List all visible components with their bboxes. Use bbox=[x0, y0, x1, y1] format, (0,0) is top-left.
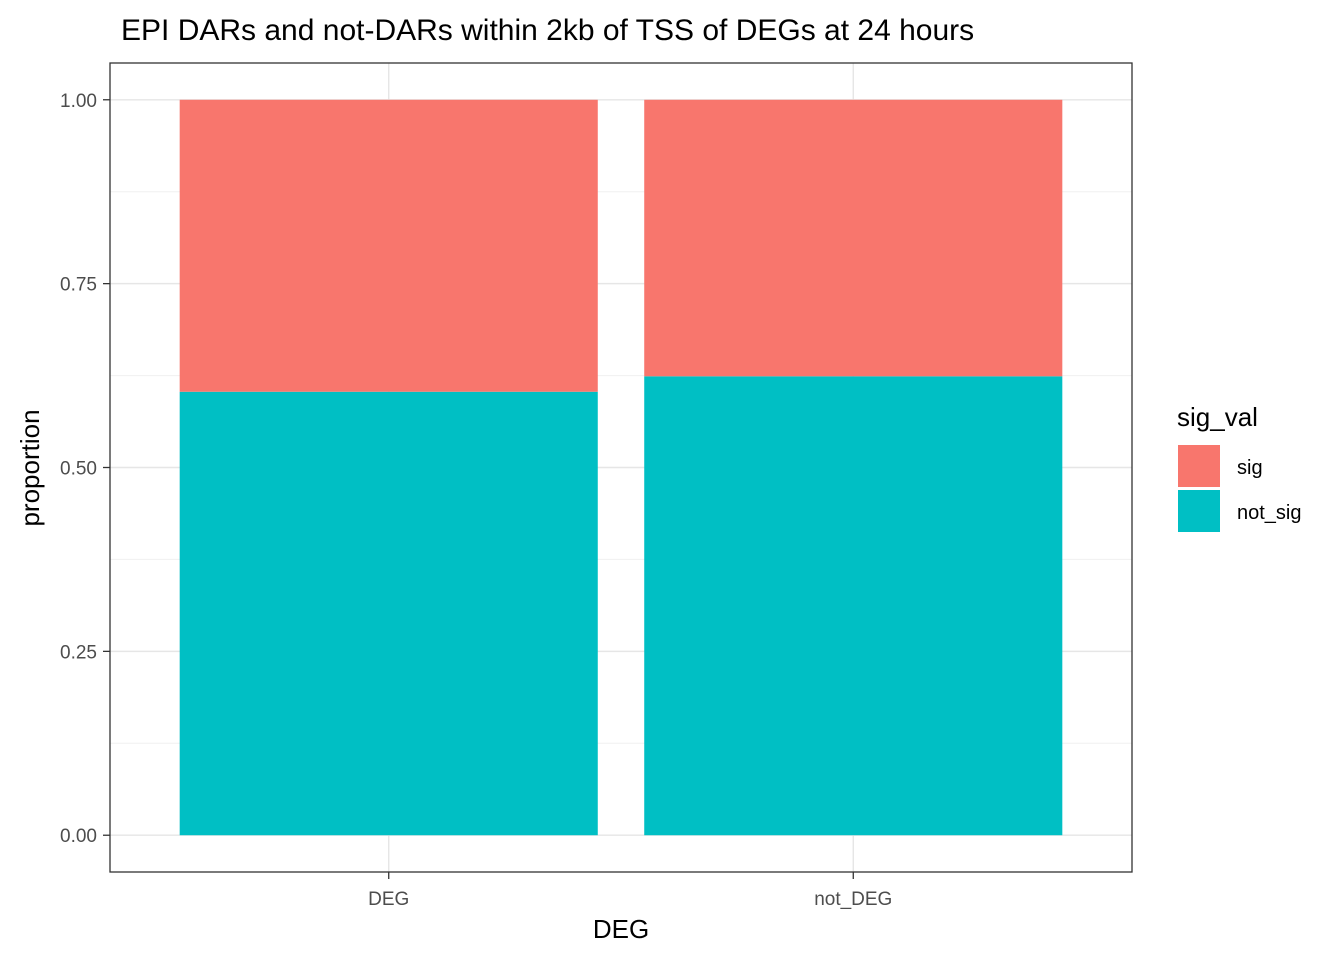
legend: sig_val sig not_sig bbox=[1177, 402, 1302, 532]
legend-title: sig_val bbox=[1177, 402, 1258, 432]
y-axis-title: proportion bbox=[15, 409, 45, 526]
x-axis: DEG not_DEG bbox=[368, 872, 892, 910]
x-tick-label: not_DEG bbox=[814, 889, 892, 910]
bar-sig-DEG bbox=[179, 99, 598, 392]
y-tick-label: 0.00 bbox=[60, 826, 97, 847]
legend-key-sig bbox=[1178, 445, 1220, 487]
y-tick-label: 1.00 bbox=[60, 91, 97, 112]
legend-label-not_sig: not_sig bbox=[1237, 502, 1302, 524]
x-axis-title: DEG bbox=[593, 914, 649, 944]
bar-not_sig-not_DEG bbox=[644, 376, 1063, 836]
y-axis: 0.00 0.25 0.50 0.75 1.00 bbox=[60, 91, 110, 847]
bar-not_sig-DEG bbox=[179, 391, 598, 836]
bars bbox=[179, 99, 1063, 836]
legend-key-not_sig bbox=[1178, 490, 1220, 532]
bar-sig-not_DEG bbox=[644, 99, 1063, 377]
x-tick-label: DEG bbox=[368, 889, 409, 910]
legend-label-sig: sig bbox=[1237, 457, 1263, 479]
chart-title: EPI DARs and not-DARs within 2kb of TSS … bbox=[121, 14, 974, 47]
y-tick-label: 0.25 bbox=[60, 642, 97, 663]
y-tick-label: 0.50 bbox=[60, 459, 97, 480]
y-tick-label: 0.75 bbox=[60, 275, 97, 296]
